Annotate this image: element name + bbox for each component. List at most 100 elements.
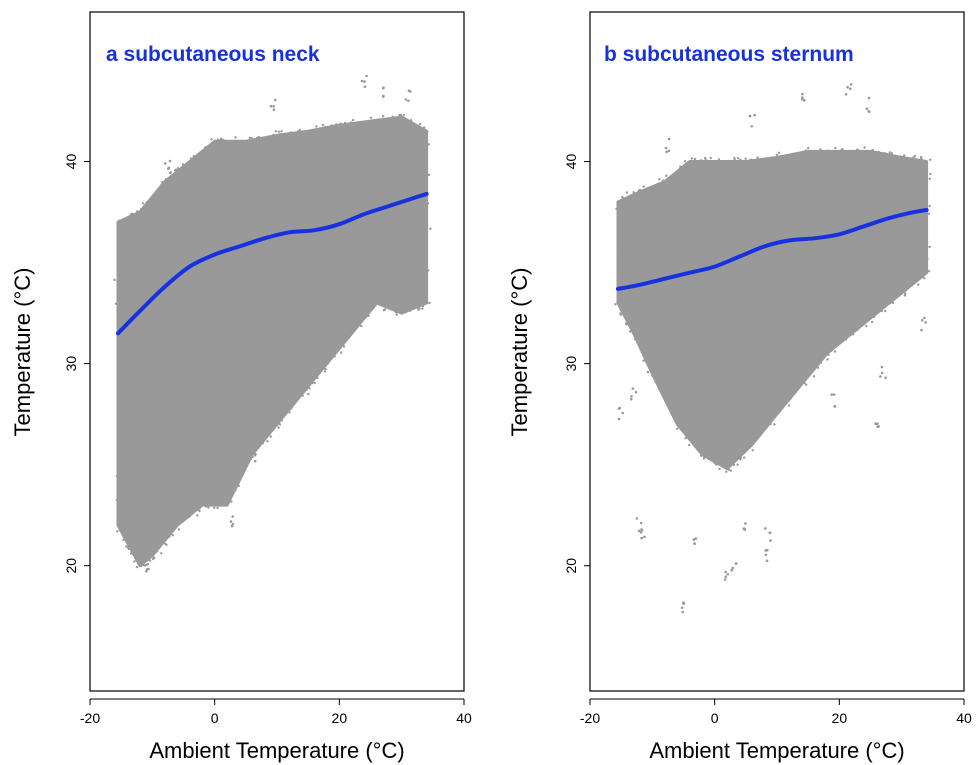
data-point	[181, 163, 185, 166]
data-point	[644, 355, 647, 358]
data-point	[663, 396, 667, 399]
data-point	[683, 160, 687, 163]
outlier-point	[920, 328, 923, 332]
data-point	[617, 244, 620, 247]
data-point	[423, 182, 426, 185]
data-point	[398, 307, 401, 310]
data-point	[763, 428, 766, 431]
outlier-point	[381, 87, 385, 90]
data-point	[619, 308, 622, 311]
data-point	[631, 324, 634, 327]
data-point	[198, 509, 201, 513]
data-point	[340, 351, 343, 354]
data-point	[278, 423, 282, 426]
outlier-point	[667, 149, 671, 153]
data-point	[880, 304, 884, 308]
data-point	[288, 411, 291, 414]
data-point	[870, 320, 874, 324]
data-point	[714, 463, 718, 466]
data-point	[617, 236, 620, 240]
data-point	[290, 407, 293, 410]
data-point	[769, 422, 772, 426]
outlier-point	[129, 512, 133, 515]
panel-b-title: b subcutaneous sternum	[604, 43, 854, 66]
data-point	[377, 300, 381, 303]
data-point	[913, 154, 917, 158]
data-point	[866, 150, 869, 153]
data-point	[190, 157, 193, 160]
data-point	[625, 191, 629, 194]
data-point	[373, 299, 377, 303]
outlier-point	[216, 138, 220, 142]
data-point	[621, 195, 624, 199]
data-point	[834, 146, 837, 150]
data-point	[143, 557, 147, 560]
data-point	[347, 336, 351, 339]
data-point	[131, 212, 134, 215]
data-point	[188, 515, 191, 518]
data-point	[207, 506, 210, 509]
data-point	[230, 493, 233, 496]
data-point	[732, 459, 736, 462]
data-point	[754, 437, 758, 440]
outlier-point	[849, 87, 852, 91]
data-point	[830, 152, 833, 155]
outlier-point	[681, 610, 684, 614]
data-point	[234, 488, 237, 492]
data-point	[269, 435, 272, 438]
data-point	[319, 127, 322, 130]
panel-b-x-axis: -20 0 20 40	[580, 698, 972, 726]
data-point	[124, 545, 128, 548]
data-point	[863, 146, 866, 149]
data-point	[753, 160, 756, 163]
data-point	[335, 344, 338, 347]
outlier-point	[753, 113, 756, 117]
data-point	[409, 119, 413, 122]
x-tick-label: 20	[832, 710, 848, 726]
outlier-point	[876, 422, 879, 426]
data-point	[152, 194, 156, 197]
data-point	[252, 446, 256, 449]
data-point	[173, 169, 177, 172]
data-point	[176, 522, 179, 525]
data-point	[788, 155, 791, 158]
outlier-point	[277, 408, 281, 411]
outlier-point	[135, 551, 139, 555]
data-point	[342, 345, 346, 348]
data-point	[899, 291, 903, 295]
data-point	[736, 157, 740, 160]
outlier-point	[126, 545, 130, 549]
data-point	[421, 307, 424, 310]
data-point	[267, 138, 270, 141]
data-point	[855, 328, 859, 332]
data-point	[288, 400, 291, 404]
data-point	[820, 153, 823, 156]
outlier-point	[923, 316, 926, 320]
data-point	[298, 128, 301, 132]
data-point	[168, 535, 171, 538]
data-point	[242, 141, 245, 144]
data-point	[891, 301, 895, 304]
data-point	[152, 196, 155, 200]
outlier-point	[272, 104, 276, 108]
outlier-point	[803, 99, 806, 102]
data-point	[117, 358, 120, 361]
data-point	[370, 301, 373, 305]
outlier-point	[800, 372, 803, 375]
data-point	[305, 132, 308, 135]
outlier-point	[126, 520, 130, 523]
data-point	[873, 152, 877, 155]
data-point	[307, 129, 311, 133]
data-point	[375, 121, 378, 124]
data-point	[928, 177, 931, 180]
data-point	[271, 137, 274, 140]
data-point	[926, 257, 929, 261]
outlier-point	[231, 522, 235, 526]
data-point	[744, 157, 747, 160]
x-tick-label: 0	[711, 710, 719, 726]
data-point	[364, 122, 367, 126]
data-point	[196, 514, 199, 517]
data-point	[877, 150, 880, 154]
data-point	[729, 469, 733, 472]
